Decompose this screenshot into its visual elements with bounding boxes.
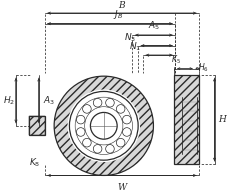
Text: H: H	[217, 115, 225, 124]
Text: $A_3$: $A_3$	[43, 94, 55, 107]
Text: $N_3$: $N_3$	[123, 31, 136, 44]
Text: $J_B$: $J_B$	[112, 8, 122, 21]
Text: W: W	[117, 183, 126, 192]
Polygon shape	[29, 116, 44, 135]
Text: $H_6$: $H_6$	[197, 61, 207, 74]
Text: $H_2$: $H_2$	[3, 94, 15, 107]
Circle shape	[116, 138, 124, 147]
Polygon shape	[174, 75, 198, 164]
Circle shape	[122, 128, 131, 136]
Text: $A_5$: $A_5$	[147, 20, 159, 32]
Circle shape	[67, 90, 139, 162]
Circle shape	[105, 98, 114, 107]
Text: $N_1$: $N_1$	[128, 41, 140, 53]
Circle shape	[82, 138, 91, 147]
Circle shape	[105, 145, 114, 153]
Circle shape	[93, 98, 101, 107]
Circle shape	[76, 115, 85, 124]
Circle shape	[93, 145, 101, 153]
Text: B: B	[118, 1, 125, 10]
Text: $K_8$: $K_8$	[29, 156, 41, 169]
Circle shape	[54, 76, 153, 175]
Circle shape	[116, 105, 124, 113]
Circle shape	[90, 113, 117, 139]
Circle shape	[82, 105, 91, 113]
Circle shape	[76, 128, 85, 136]
Circle shape	[122, 115, 131, 124]
Text: $K_5$: $K_5$	[171, 53, 180, 66]
